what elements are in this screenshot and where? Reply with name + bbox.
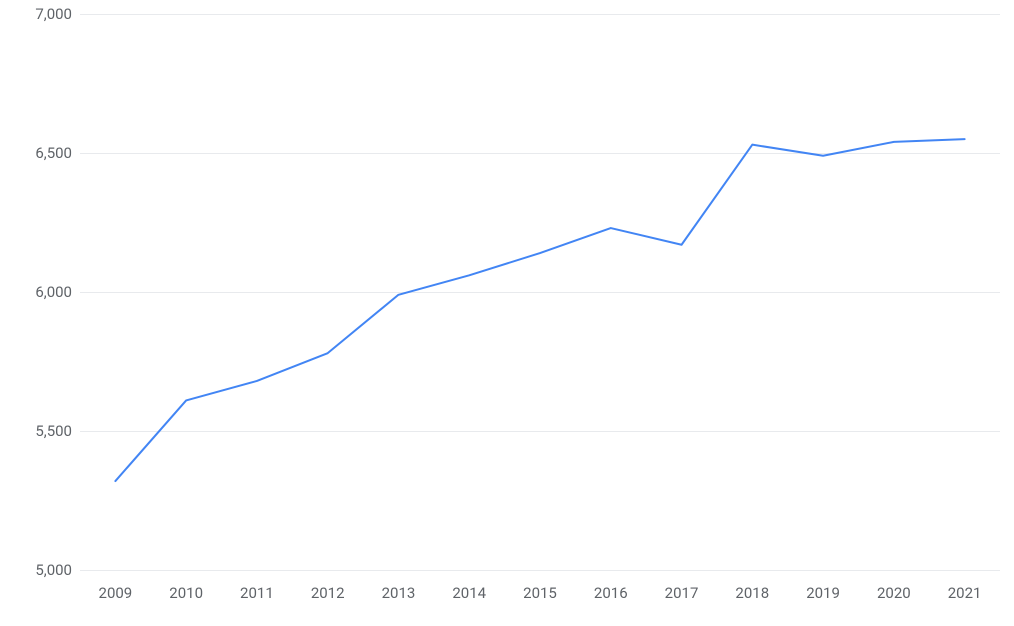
line-series — [0, 0, 1014, 626]
chart-container: 5,0005,5006,0006,5007,000 20092010201120… — [0, 0, 1014, 626]
data-line — [115, 139, 964, 481]
